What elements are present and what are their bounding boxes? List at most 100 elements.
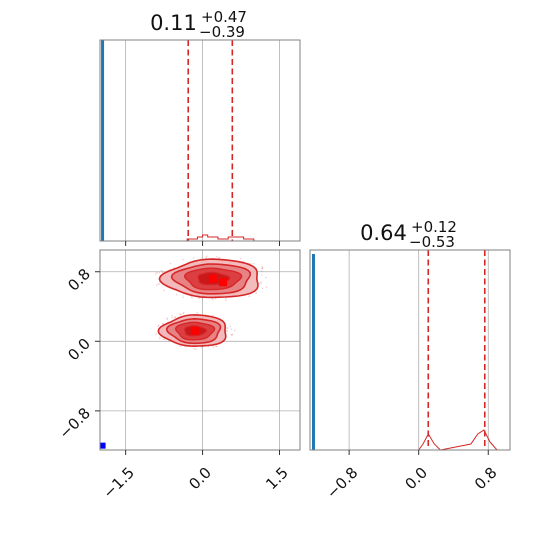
joint-frame — [99, 249, 301, 451]
joint-contours — [100, 255, 268, 449]
joint-scatter-point — [182, 312, 184, 315]
joint-scatter-point — [157, 283, 159, 285]
joint-scatter-point — [250, 263, 252, 265]
joint-scatter-point — [158, 282, 161, 285]
joint-y-tick-labels: −0.8 0.0 0.8 — [56, 265, 94, 443]
marginal-y-title-value: 0.64 — [360, 221, 407, 245]
joint-scatter-point — [158, 272, 160, 274]
joint-scatter-point — [242, 260, 244, 263]
joint-scatter-point — [211, 314, 214, 317]
marginal-y-ticks — [348, 450, 489, 455]
joint-scatter-point — [255, 292, 257, 295]
joint-scatter-point — [225, 297, 227, 300]
joint-scatter-point — [156, 272, 158, 274]
joint-scatter-point — [179, 345, 181, 347]
marginal-x-frame — [99, 39, 301, 242]
joint-scatter-point — [215, 345, 217, 348]
joint-scatter-point — [258, 282, 260, 285]
marginal-y-frame — [309, 249, 511, 451]
joint-scatter-point — [162, 323, 164, 325]
joint-scatter-point — [225, 330, 228, 332]
marginal-x-histogram — [101, 40, 255, 241]
joint-scatter-point — [174, 316, 176, 318]
joint-scatter-point — [231, 334, 233, 336]
joint-y-tick-label: 0.0 — [64, 335, 94, 365]
joint-scatter-point — [226, 330, 228, 332]
marginal-x-title-minus: −0.39 — [199, 23, 245, 41]
joint-scatter-point — [200, 257, 202, 259]
joint-scatter-point — [198, 297, 200, 300]
joint-scatter-point — [212, 299, 214, 301]
joint-ticks — [95, 271, 280, 455]
joint-scatter-point — [179, 314, 182, 316]
joint-scatter-point — [233, 329, 236, 332]
marginal-y-x-tick-label: 0.0 — [401, 464, 431, 494]
marginal-y-title-plus: +0.12 — [411, 218, 457, 236]
joint-scatter-point — [184, 346, 186, 348]
joint-y-tick-label: 0.8 — [64, 265, 94, 295]
joint-scatter-point — [229, 325, 232, 327]
joint-scatter-point — [155, 273, 157, 275]
joint-scatter-point — [179, 313, 181, 315]
joint-scatter-point — [261, 267, 263, 270]
joint-scatter-point — [261, 270, 263, 272]
joint-scatter-point — [164, 338, 166, 341]
joint-scatter-point — [219, 256, 221, 259]
joint-scatter-point — [207, 345, 209, 348]
joint-scatter-point — [240, 257, 242, 260]
marginal-x-panel: 0.11 +0.47 −0.39 — [99, 7, 301, 246]
joint-scatter-point — [248, 295, 250, 298]
joint-scatter-point — [216, 256, 218, 258]
marginal-x-ticks — [125, 241, 280, 246]
joint-scatter-point — [195, 348, 197, 350]
joint-scatter-point — [260, 281, 262, 283]
joint-scatter-point — [261, 267, 264, 269]
joint-peak-marker — [219, 278, 228, 287]
joint-y-tick-label: −0.8 — [56, 404, 94, 442]
joint-scatter-point — [205, 257, 207, 259]
joint-scatter-point — [261, 287, 264, 290]
marginal-y-x-tick-label: −0.8 — [323, 464, 361, 502]
joint-scatter-point — [182, 258, 184, 261]
joint-scatter-point — [217, 257, 220, 259]
joint-scatter-point — [183, 312, 185, 314]
joint-scatter-point — [158, 324, 160, 327]
joint-reference-marker — [100, 442, 106, 449]
joint-scatter-point — [161, 271, 164, 274]
joint-scatter-point — [231, 333, 234, 336]
joint-scatter-point — [174, 316, 177, 319]
joint-scatter-point — [213, 346, 215, 349]
joint-scatter-point — [227, 327, 229, 329]
joint-scatter-point — [230, 328, 233, 330]
joint-scatter-point — [260, 274, 263, 276]
marginal-x-title-plus: +0.47 — [201, 8, 247, 26]
joint-scatter-point — [166, 317, 168, 319]
marginal-y-x-tick-labels: −0.8 0.0 0.8 — [323, 464, 501, 502]
marginal-y-title: 0.64 +0.12 −0.53 — [360, 217, 462, 251]
joint-peak-marker — [208, 274, 217, 283]
joint-scatter-point — [193, 348, 195, 350]
marginal-x-grid — [125, 40, 280, 241]
joint-scatter-point — [200, 346, 203, 348]
joint-scatter-point — [261, 265, 263, 268]
marginal-x-sample-histogram — [176, 234, 255, 241]
joint-scatter-point — [159, 337, 161, 340]
marginal-x-title: 0.11 +0.47 −0.39 — [150, 7, 252, 41]
joint-scatter-point — [166, 318, 169, 320]
joint-scatter-point — [230, 333, 232, 336]
joint-scatter-point — [253, 262, 255, 265]
joint-scatter-point — [169, 262, 172, 265]
joint-scatter-point — [155, 333, 158, 335]
joint-scatter-point — [171, 316, 174, 319]
joint-x-tick-label: −1.5 — [100, 464, 138, 502]
joint-scatter-point — [162, 338, 164, 341]
joint-scatter-point — [206, 255, 208, 257]
joint-scatter-point — [163, 289, 165, 292]
joint-scatter-point — [211, 297, 213, 300]
joint-x-tick-label: 1.5 — [262, 464, 292, 494]
joint-scatter-point — [161, 269, 163, 272]
joint-panel: −1.5 0.0 1.5 −0.8 0.0 0.8 — [56, 249, 301, 502]
joint-x-tick-label: 0.0 — [185, 464, 215, 494]
joint-scatter-point — [261, 267, 263, 270]
